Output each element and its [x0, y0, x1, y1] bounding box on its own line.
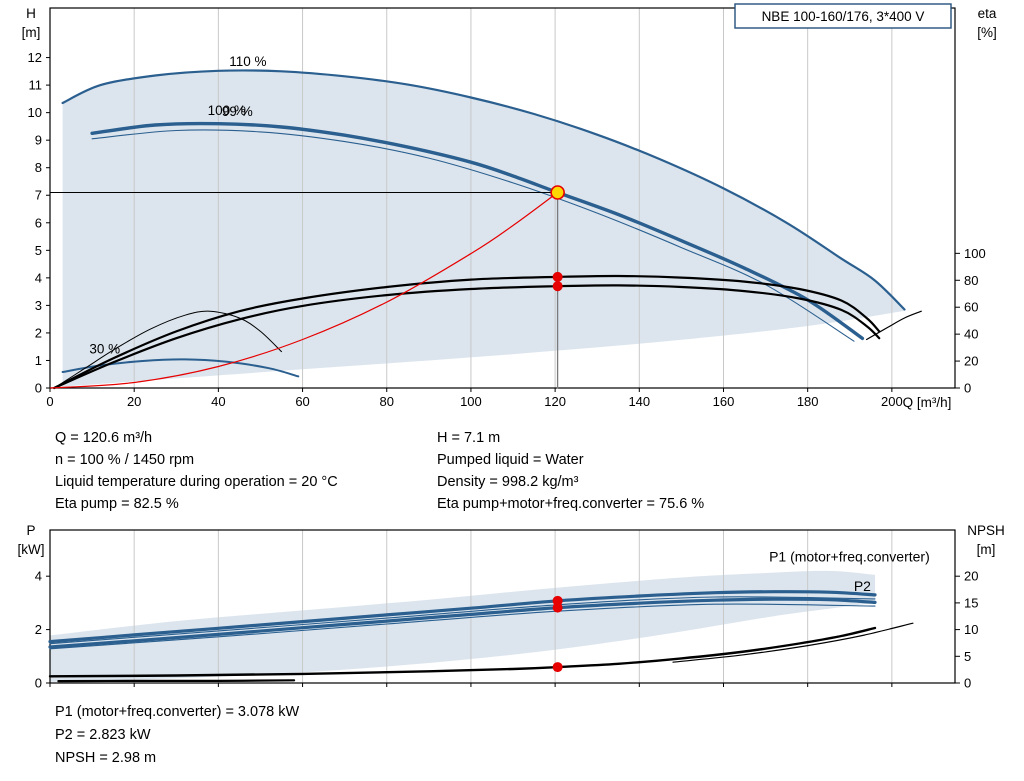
y2-axis-tick-label: 20 [964, 354, 978, 369]
speed-curve-100pct [90, 121, 865, 341]
duty-details-left: Q = 120.6 m³/h n = 100 % / 1450 rpm Liqu… [55, 427, 338, 515]
x-axis-tick-label: 0 [46, 394, 53, 409]
eta-pump-motor-converter-curve [53, 284, 881, 390]
detail-p1: P1 (motor+freq.converter) = 3.078 kW [55, 704, 300, 720]
y2-axis-title: eta [978, 6, 997, 21]
p1-thin-curve [49, 596, 876, 645]
y2-axis-tick-label: 0 [964, 381, 971, 396]
detail-p2: P2 = 2.823 kW [55, 727, 151, 743]
y-axis-tick-label: 5 [35, 243, 42, 258]
min-speed-power-curve [57, 679, 296, 683]
p2-thin-curve [49, 603, 876, 650]
x-axis-tick-label: 40 [211, 394, 225, 409]
chart-title-box [734, 3, 952, 29]
x-axis-tick-label: 120 [544, 394, 566, 409]
label-30pct: 30 % [89, 342, 120, 357]
y-axis-tick-label: 12 [28, 50, 42, 65]
y-axis-tick-label: 10 [28, 105, 42, 120]
eta-curve-low-speed [53, 310, 282, 389]
label-100pct: 100 % [208, 103, 246, 118]
y2-axis-tick-label: 100 [964, 246, 986, 261]
y-axis-tick-label: 0 [35, 676, 42, 691]
detail-density: Density = 998.2 kg/m³ [437, 474, 579, 490]
y-axis-tick-label: 4 [35, 270, 42, 285]
y2-axis-title: NPSH [967, 523, 1005, 538]
detail-liquid: Pumped liquid = Water [437, 452, 584, 468]
system-curve [49, 191, 559, 389]
p2-curve [48, 597, 877, 649]
detail-eta-pump: Eta pump = 82.5 % [55, 496, 179, 512]
x-axis-tick-label: 20 [127, 394, 141, 409]
power-details: P1 (motor+freq.converter) = 3.078 kW P2 … [55, 701, 299, 770]
detail-temperature: Liquid temperature during operation = 20… [55, 474, 338, 490]
y2-axis-tick-label: 60 [964, 300, 978, 315]
y2-axis-tick-label: 80 [964, 273, 978, 288]
detail-npsh: NPSH = 2.98 m [55, 750, 157, 766]
y2-axis-title: [%] [977, 25, 997, 40]
plot-frame [49, 529, 956, 684]
y-axis-tick-label: 0 [35, 381, 42, 396]
operating-envelope [62, 70, 905, 387]
chart-title: NBE 100-160/176, 3*400 V [762, 9, 925, 24]
y2-axis-tick-label: 15 [964, 595, 978, 610]
plot-frame [49, 7, 956, 389]
npsh-point [552, 662, 563, 673]
eta-pump-curve [53, 274, 881, 390]
x-axis-tick-label: 140 [628, 394, 650, 409]
y-axis-title: H [26, 6, 36, 21]
label-110pct: 110 % [229, 54, 266, 69]
eta-pump-point [552, 271, 563, 282]
y2-axis-tick-label: 0 [964, 676, 971, 691]
y2-axis-tick-label: 40 [964, 327, 978, 342]
power-envelope [50, 570, 875, 682]
eta-total-point [552, 281, 563, 292]
y-axis-tick-label: 2 [35, 622, 42, 637]
x-axis-tick-label: 160 [713, 394, 735, 409]
speed-curve-110pct [61, 69, 906, 311]
x-axis-tick-label: 60 [295, 394, 309, 409]
detail-head: H = 7.1 m [437, 430, 501, 446]
p1-curve [48, 590, 877, 644]
y-axis-title: [kW] [18, 542, 45, 557]
x-axis-tick-label: 180 [797, 394, 819, 409]
x-axis-title: Q [m³/h] [903, 395, 952, 410]
y-axis-tick-label: 8 [35, 160, 42, 175]
duty-details-right: H = 7.1 m Pumped liquid = Water Density … [437, 427, 704, 515]
y-axis-tick-label: 9 [35, 133, 42, 148]
y2-axis-title: [m] [977, 542, 996, 557]
label-99pct: 99 % [222, 104, 253, 119]
speed-curve-99pct [91, 129, 855, 342]
p2-curve-label: P2 [854, 578, 871, 594]
y2-axis-tick-label: 20 [964, 569, 978, 584]
x-axis-tick-label: 100 [460, 394, 482, 409]
y-axis-tick-label: 3 [35, 298, 42, 313]
power-npsh-chart: 0 2 4 0 5 10 15 20 P [kW] NPSH [m] P1 (motor+freq.co… [18, 523, 1005, 691]
p2-point [552, 602, 563, 613]
x-axis-tick-label: 200 [881, 394, 903, 409]
y2-axis-tick-label: 5 [964, 649, 971, 664]
y2-axis-tick-label: 10 [964, 622, 978, 637]
p1-curve-label: P1 (motor+freq.converter) [769, 549, 930, 565]
y-axis-tick-label: 4 [35, 569, 42, 584]
y-axis-tick-label: 6 [35, 215, 42, 230]
npsh-thin-curve [672, 622, 914, 663]
detail-speed: n = 100 % / 1450 rpm [55, 452, 195, 468]
detail-eta-total: Eta pump+motor+freq.converter = 75.6 % [437, 496, 705, 512]
y-axis-tick-label: 2 [35, 325, 42, 340]
y-axis-tick-label: 7 [35, 188, 42, 203]
x-axis-tick-label: 80 [380, 394, 394, 409]
y-axis-tick-label: 1 [35, 353, 42, 368]
npsh-curve [48, 626, 877, 678]
duty-point [550, 185, 565, 200]
y-axis-title: P [26, 523, 35, 538]
detail-flow: Q = 120.6 m³/h [55, 430, 153, 446]
y-axis-title: [m] [22, 25, 41, 40]
y-axis-tick-label: 11 [29, 78, 43, 93]
